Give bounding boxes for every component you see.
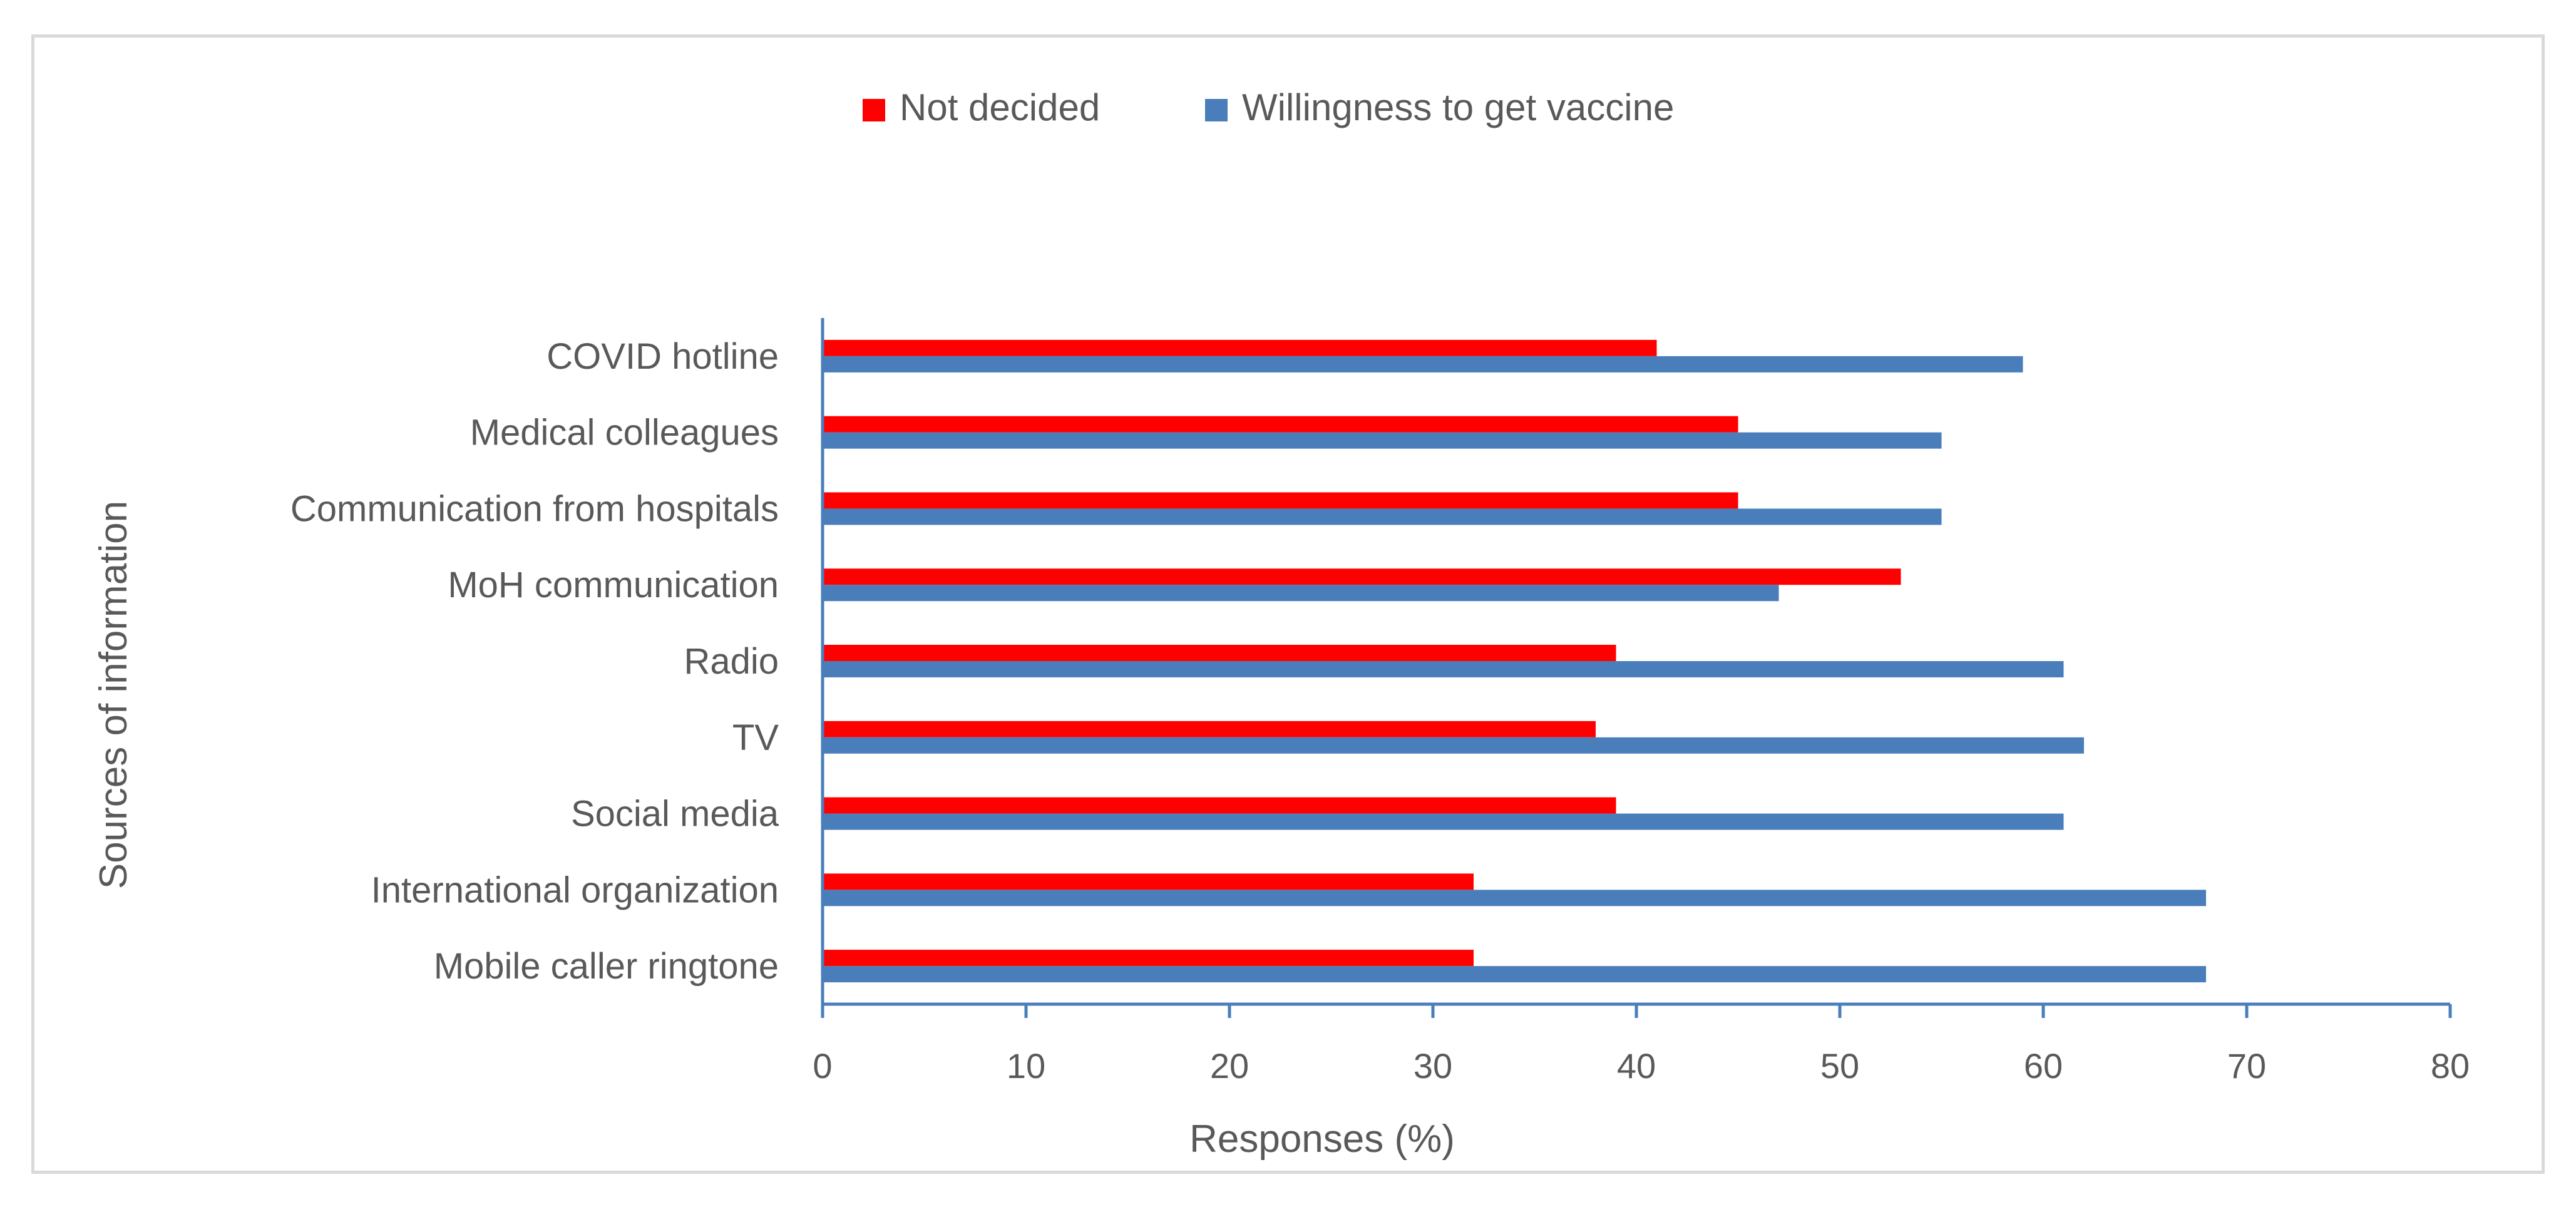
chart-frame bbox=[31, 34, 2545, 1174]
bar-willingness-8 bbox=[823, 966, 2206, 983]
bar-not-decided-6 bbox=[823, 797, 1616, 814]
legend-label-not-decided: Not decided bbox=[900, 86, 1100, 128]
legend-swatch-not-decided bbox=[863, 99, 885, 121]
x-tick-label: 50 bbox=[1820, 1046, 1859, 1086]
bar-willingness-6 bbox=[823, 813, 2064, 830]
bar-willingness-4 bbox=[823, 661, 2064, 677]
legend-item-willingness: Willingness to get vaccine bbox=[1205, 86, 1674, 128]
bar-willingness-7 bbox=[823, 890, 2206, 907]
x-tick-label: 20 bbox=[1210, 1046, 1249, 1086]
bar-willingness-0 bbox=[823, 356, 2023, 372]
bar-not-decided-3 bbox=[823, 568, 1901, 585]
category-label: MoH communication bbox=[448, 565, 779, 605]
bar-willingness-2 bbox=[823, 508, 1942, 525]
category-label: International organization bbox=[371, 870, 779, 910]
category-label: Communication from hospitals bbox=[290, 488, 779, 529]
x-tick-label: 10 bbox=[1007, 1046, 1045, 1086]
bar-willingness-3 bbox=[823, 585, 1779, 602]
category-label: Mobile caller ringtone bbox=[434, 946, 779, 987]
bar-willingness-5 bbox=[823, 737, 2084, 754]
legend-label-willingness: Willingness to get vaccine bbox=[1242, 86, 1674, 128]
category-label: Radio bbox=[684, 641, 779, 682]
x-tick-label: 40 bbox=[1617, 1046, 1656, 1086]
bar-not-decided-7 bbox=[823, 873, 1474, 890]
category-labels: COVID hotline Medical colleagues Communica… bbox=[290, 336, 779, 987]
bar-not-decided-0 bbox=[823, 339, 1657, 356]
x-tick-label: 30 bbox=[1414, 1046, 1452, 1086]
x-tick-label: 80 bbox=[2431, 1046, 2470, 1086]
x-ticks: 0 10 20 30 40 50 60 70 80 bbox=[813, 1004, 2470, 1086]
category-label: TV bbox=[732, 717, 779, 758]
bar-willingness-1 bbox=[823, 432, 1942, 449]
bar-not-decided-1 bbox=[823, 416, 1738, 433]
bar-not-decided-8 bbox=[823, 950, 1474, 967]
legend: Not decided Willingness to get vaccine bbox=[863, 86, 1674, 128]
legend-item-not-decided: Not decided bbox=[863, 86, 1100, 128]
legend-swatch-willingness bbox=[1205, 99, 1228, 121]
x-tick-label: 0 bbox=[813, 1046, 832, 1086]
x-tick-label: 70 bbox=[2227, 1046, 2266, 1086]
category-label: Social media bbox=[571, 794, 779, 835]
bars bbox=[823, 339, 2206, 983]
bar-not-decided-5 bbox=[823, 721, 1596, 737]
bar-not-decided-4 bbox=[823, 645, 1616, 661]
category-label: Medical colleagues bbox=[470, 413, 779, 453]
x-axis-title: Responses (%) bbox=[1189, 1117, 1455, 1161]
category-label: COVID hotline bbox=[547, 336, 779, 377]
x-tick-label: 60 bbox=[2024, 1046, 2063, 1086]
bar-not-decided-2 bbox=[823, 492, 1738, 509]
y-axis-title: Sources of information bbox=[92, 501, 135, 889]
